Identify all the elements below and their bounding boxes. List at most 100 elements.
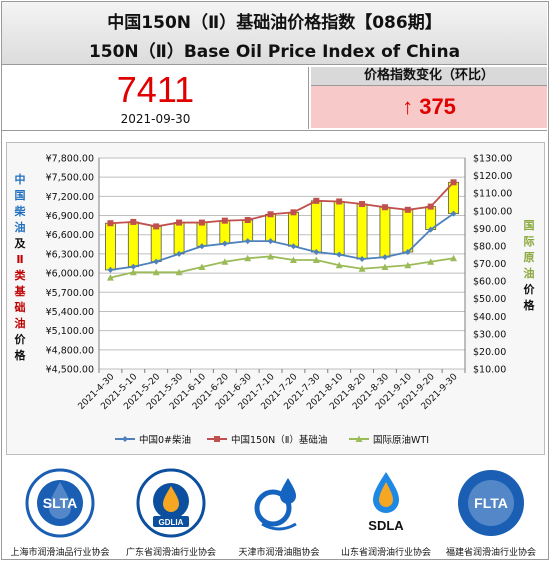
- right-tick-label: $20.00: [473, 347, 506, 358]
- left-axis-label-char: 油: [15, 220, 26, 234]
- plot-area: [98, 157, 466, 370]
- spread-bar: [196, 222, 208, 247]
- divider: [2, 130, 547, 131]
- left-tick-label: ¥4,500.00: [46, 365, 94, 376]
- point-diesel: [130, 263, 137, 270]
- left-tick-label: ¥6,000.00: [46, 269, 94, 280]
- point-base-oil: [153, 223, 160, 230]
- legend-marker: [122, 436, 128, 442]
- left-axis-label-char: 础: [15, 300, 26, 314]
- left-tick-label: ¥6,300.00: [46, 249, 94, 260]
- left-axis-label-char: Ⅱ: [16, 253, 23, 266]
- right-axis-label-char: 价: [524, 283, 536, 296]
- left-axis-label-char: 柴: [14, 204, 27, 218]
- point-wti: [450, 254, 458, 262]
- index-value: 7411: [116, 69, 195, 110]
- point-base-oil: [381, 204, 388, 211]
- point-diesel: [359, 256, 366, 263]
- right-axis-label-char: 油: [524, 266, 535, 280]
- logo-caption-slta: 上海市润滑油品行业协会: [10, 548, 110, 558]
- right-tick-label: $120.00: [473, 171, 512, 182]
- point-wti: [198, 263, 206, 271]
- left-tick-label: ¥4,800.00: [46, 345, 94, 356]
- left-tick-label: ¥6,600.00: [46, 230, 94, 241]
- point-wti: [427, 258, 435, 265]
- logo-caption-tianjin: 天津市润滑油脂协会: [238, 548, 320, 558]
- legend-marker: [214, 436, 220, 442]
- left-axis-label-char: 中: [15, 172, 26, 186]
- spread-bar: [150, 226, 162, 262]
- gdlia-logo-icon: GDLIA: [136, 468, 206, 538]
- series-line-wti: [110, 255, 454, 279]
- right-tick-label: $130.00: [473, 154, 512, 165]
- right-tick-label: $60.00: [473, 277, 506, 288]
- point-wti: [312, 256, 320, 263]
- point-diesel: [450, 210, 457, 217]
- chart-svg: ¥7,800.00 ¥7,500.00 ¥7,200.00 ¥6,900.00 ¥6,6…: [14, 154, 536, 447]
- point-wti: [289, 256, 297, 263]
- title-chinese: 中国150N（Ⅱ）基础油价格指数【086期】: [107, 13, 442, 33]
- change-label: 价格指数变化（环比）: [311, 67, 547, 86]
- left-tick-label: ¥5,400.00: [46, 307, 94, 318]
- left-tick-label: ¥7,200.00: [46, 192, 94, 203]
- right-tick-label: $110.00: [473, 189, 512, 200]
- change-value: 375: [419, 94, 456, 119]
- association-logos: SLTA 上海市润滑油品行业协会 GDLIA 广东省润滑油行业协会 天津市润滑油…: [2, 460, 547, 558]
- logo-gdlia: GDLIA 广东省润滑油行业协会: [119, 468, 223, 558]
- logo-caption-gdlia: 广东省润滑油行业协会: [125, 548, 216, 558]
- spread-bar: [127, 221, 139, 268]
- spread-bar: [356, 203, 368, 260]
- logo-sdla: SDLA 山东省润滑油行业协会: [334, 468, 438, 558]
- point-diesel: [336, 251, 343, 258]
- left-axis-label-char: 及: [15, 237, 27, 250]
- point-base-oil: [198, 219, 205, 226]
- logo-caption-sdla: 山东省润滑油行业协会: [340, 548, 431, 558]
- point-diesel: [176, 250, 183, 257]
- logo-tianjin: 天津市润滑油脂协会: [227, 468, 331, 558]
- point-diesel: [381, 254, 388, 261]
- point-base-oil: [427, 203, 434, 210]
- spread-bar: [333, 201, 345, 255]
- sdla-logo-icon: SDLA: [368, 472, 404, 533]
- spread-bar: [288, 211, 299, 247]
- spread-bar: [402, 209, 414, 253]
- point-wti: [152, 268, 160, 276]
- left-axis-label-char: 油: [15, 316, 26, 330]
- left-tick-label: ¥7,500.00: [46, 173, 94, 184]
- point-wti: [244, 254, 252, 262]
- right-tick-label: $50.00: [473, 294, 506, 305]
- left-tick-label: ¥6,900.00: [46, 211, 94, 222]
- flta-logo-text: FLTA: [474, 495, 508, 511]
- point-base-oil: [221, 217, 228, 224]
- point-diesel: [244, 238, 251, 245]
- left-tick-label: ¥7,800.00: [46, 154, 94, 165]
- left-tick-label: ¥5,700.00: [46, 288, 94, 299]
- point-wti: [267, 252, 275, 260]
- right-axis-label-char: 国: [524, 219, 535, 232]
- left-axis-label-char: 国: [15, 189, 26, 202]
- point-wti: [335, 261, 343, 269]
- left-axis-label-char: 格: [15, 348, 27, 362]
- right-tick-label: $40.00: [473, 312, 506, 323]
- spread-bar: [219, 220, 231, 245]
- index-panel: 7411 2021-09-30: [3, 67, 309, 129]
- gdlia-logo-text: GDLIA: [159, 518, 184, 527]
- point-diesel: [221, 240, 228, 247]
- spread-bar: [105, 222, 116, 271]
- right-tick-label: $100.00: [473, 206, 512, 217]
- point-base-oil: [313, 197, 320, 204]
- point-base-oil: [290, 209, 297, 216]
- header: 中国150N（Ⅱ）基础油价格指数【086期】 150N（Ⅱ）Base Oil P…: [2, 2, 547, 65]
- point-wti: [381, 263, 389, 271]
- right-tick-label: $70.00: [473, 259, 506, 270]
- point-diesel: [427, 226, 434, 233]
- point-base-oil: [130, 218, 137, 225]
- point-diesel: [153, 258, 160, 265]
- right-tick-label: $90.00: [473, 224, 506, 235]
- right-axis-label-char: 原: [524, 251, 535, 264]
- point-base-oil: [450, 179, 457, 186]
- flta-logo-icon: FLTA: [458, 470, 524, 536]
- slta-logo-text: SLTA: [43, 495, 77, 511]
- point-diesel: [313, 248, 320, 255]
